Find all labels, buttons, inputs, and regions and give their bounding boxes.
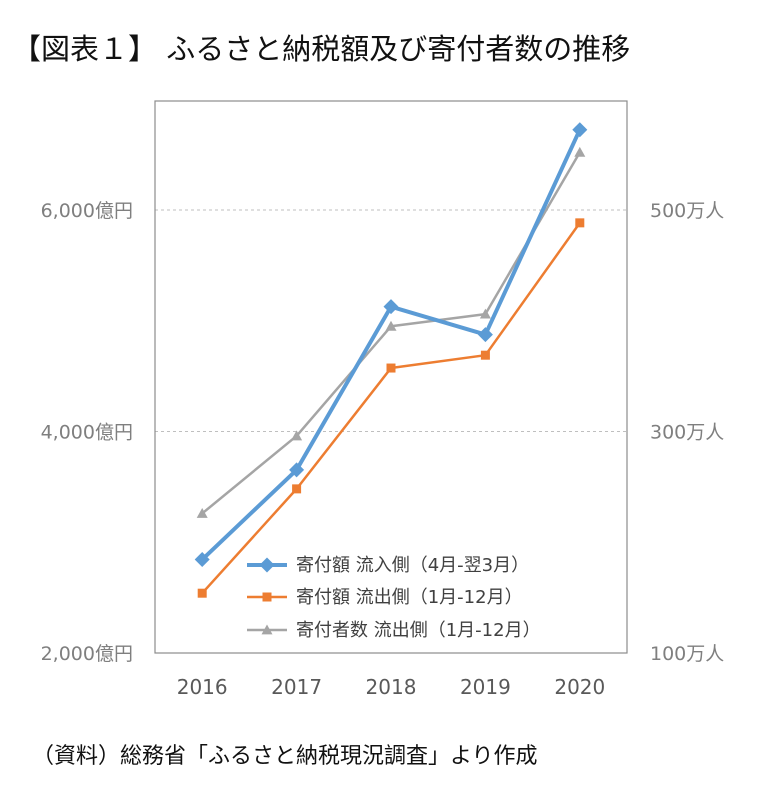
series-line — [201, 222, 581, 595]
series-2 — [197, 218, 585, 598]
series-1 — [194, 122, 588, 568]
grid-lines — [155, 209, 627, 432]
data-point — [575, 218, 585, 228]
data-point — [292, 484, 302, 494]
plot-area-frame — [154, 100, 628, 654]
left-tick-label: 6,000億円 — [41, 200, 133, 222]
data-point — [291, 430, 303, 441]
series-group — [194, 122, 588, 598]
data-point — [574, 146, 586, 157]
x-tick-label: 2017 — [271, 675, 322, 699]
legend-label: 寄付者数 流出側（1月-12月） — [296, 620, 541, 641]
legend-label: 寄付額 流入側（4月-翌3月） — [296, 555, 529, 576]
data-point — [196, 507, 208, 518]
legend-swatch-marker — [261, 624, 273, 635]
legend: 寄付額 流入側（4月-翌3月） 寄付額 流出側（1月-12月） 寄付者数 流出側（1… — [247, 555, 541, 641]
series-3 — [196, 146, 586, 518]
left-tick-label: 4,000億円 — [41, 422, 133, 444]
right-tick-label: 300万人 — [650, 422, 724, 444]
data-point — [383, 299, 399, 315]
legend-swatch-marker — [259, 557, 275, 573]
data-point — [197, 588, 207, 598]
x-tick-label: 2018 — [366, 675, 417, 699]
source-note: （資料）総務省「ふるさと納税現況調査」より作成 — [32, 744, 538, 769]
legend-swatch-marker — [262, 592, 272, 602]
left-axis-ticks: 2,000億円 4,000億円 6,000億円 — [41, 200, 133, 665]
data-point — [289, 462, 305, 478]
legend-label: 寄付額 流出側（1月-12月） — [296, 587, 523, 608]
chart-title: 【図表１】 ふるさと納税額及び寄付者数の推移 — [12, 32, 631, 66]
data-point — [479, 308, 491, 319]
x-axis-ticks: 2016 2017 2018 2019 2020 — [177, 675, 606, 699]
series-line — [200, 128, 582, 561]
data-point — [572, 122, 588, 138]
x-tick-label: 2020 — [554, 675, 605, 699]
right-tick-label: 100万人 — [650, 643, 724, 665]
right-tick-label: 500万人 — [650, 200, 724, 222]
data-point — [194, 552, 210, 568]
data-point — [386, 363, 396, 373]
series-line — [201, 151, 581, 515]
x-tick-label: 2016 — [177, 675, 228, 699]
right-axis-ticks: 100万人 300万人 500万人 — [650, 200, 724, 665]
left-tick-label: 2,000億円 — [41, 643, 133, 665]
data-point — [480, 350, 490, 360]
x-tick-label: 2019 — [460, 675, 511, 699]
data-point — [385, 320, 397, 331]
data-point — [477, 327, 493, 343]
